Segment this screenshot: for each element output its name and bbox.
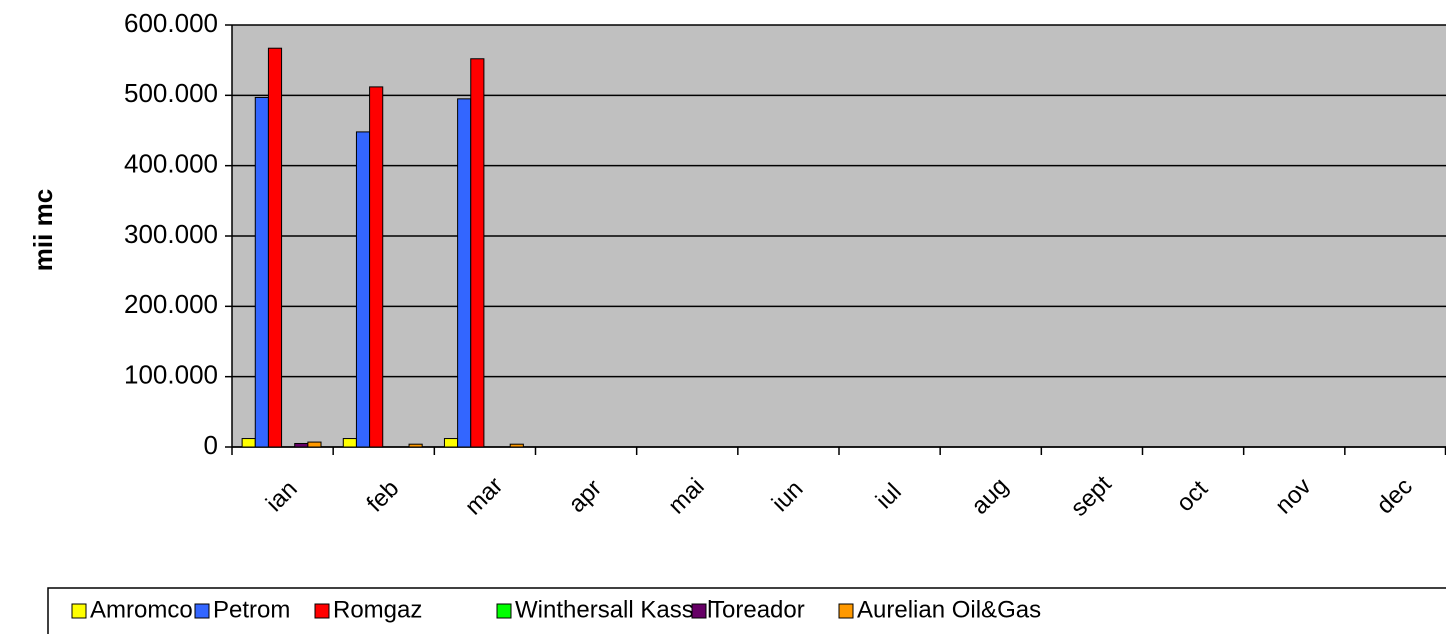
y-tick-label: 100.000	[124, 360, 218, 390]
x-tick-label: aug	[966, 472, 1013, 519]
legend-label: Romgaz	[333, 596, 422, 623]
legend-swatch	[194, 603, 210, 619]
x-tick-label: mar	[460, 472, 508, 520]
bar	[241, 438, 256, 448]
legend-label: Toreador	[710, 596, 805, 623]
x-tick-label: apr	[563, 474, 607, 518]
legend-box	[47, 587, 1446, 634]
x-tick-label: iun	[767, 475, 809, 517]
legend-swatch	[691, 603, 707, 619]
y-axis-label: mii mc	[28, 189, 58, 271]
x-tick-label: feb	[362, 475, 405, 518]
bar	[267, 47, 283, 448]
bar	[457, 98, 472, 448]
x-tick-label: ian	[261, 475, 303, 517]
legend-label: Aurelian Oil&Gas	[857, 596, 1041, 623]
legend-swatch	[838, 603, 854, 619]
x-tick-label: sept	[1066, 470, 1117, 521]
legend-label: Amromco	[90, 596, 193, 623]
x-tick-label: nov	[1270, 473, 1316, 519]
legend-label: Petrom	[213, 596, 290, 623]
bar	[470, 58, 485, 448]
y-tick-label: 400.000	[124, 149, 218, 179]
bar	[509, 443, 524, 448]
y-tick-label: 500.000	[124, 78, 218, 108]
x-tick-label: dec	[1371, 473, 1417, 519]
y-tick-label: 0	[204, 430, 218, 460]
y-tick-label: 300.000	[124, 219, 218, 249]
bar	[254, 96, 269, 448]
y-tick-label: 600.000	[124, 8, 218, 38]
x-tick-label: mai	[663, 473, 709, 519]
legend-swatch	[496, 603, 512, 619]
bar	[443, 438, 459, 448]
legend-swatch	[71, 603, 87, 619]
bar	[369, 86, 384, 448]
legend-label: Winthersall Kassel	[515, 596, 712, 623]
bar	[294, 442, 309, 448]
bar	[342, 438, 357, 448]
bar	[355, 131, 371, 448]
x-tick-label: iul	[871, 478, 907, 514]
y-tick-label: 200.000	[124, 289, 218, 319]
legend-swatch	[314, 603, 330, 619]
bar	[307, 441, 322, 448]
bar	[408, 443, 423, 448]
x-tick-label: oct	[1171, 475, 1213, 517]
